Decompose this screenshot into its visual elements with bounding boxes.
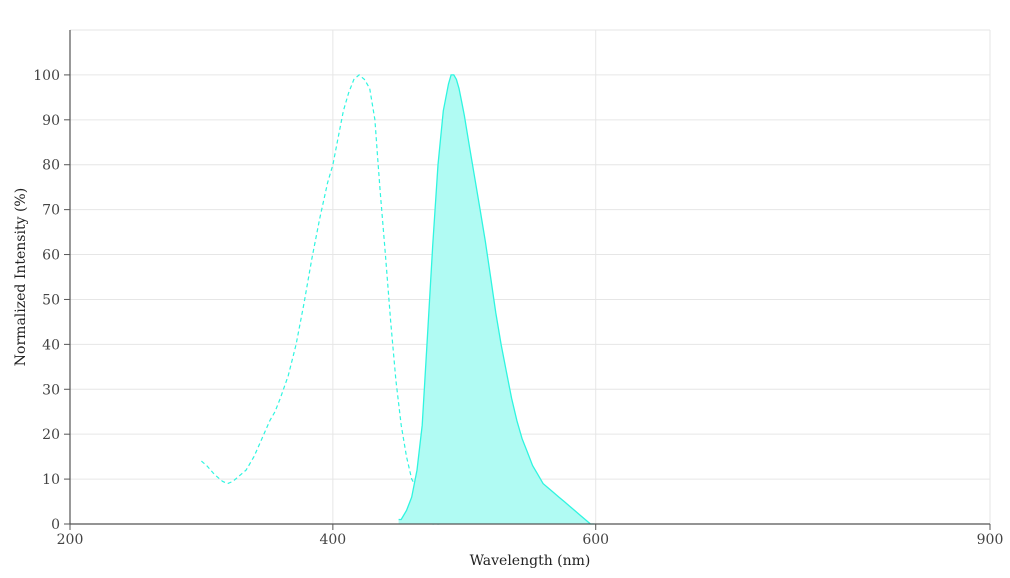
y-tick-label: 20 bbox=[42, 427, 60, 443]
x-tick-label: 600 bbox=[582, 532, 609, 548]
y-tick-label: 40 bbox=[42, 337, 60, 353]
emission-area-fill bbox=[398, 74, 595, 525]
y-tick-label: 10 bbox=[42, 472, 60, 488]
x-axis-title: Wavelength (nm) bbox=[470, 553, 591, 569]
y-axis-title: Normalized Intensity (%) bbox=[13, 188, 29, 366]
y-tick-label: 60 bbox=[42, 248, 60, 264]
x-tick-label: 200 bbox=[57, 532, 84, 548]
y-tick-label: 100 bbox=[33, 68, 60, 84]
y-tick-label: 70 bbox=[42, 203, 60, 219]
x-tick-label: 900 bbox=[977, 532, 1004, 548]
series-layer bbox=[201, 74, 595, 525]
axis-layer: 0 10 20 30 40 50 60 70 80 90 100 200 400 600 900 bbox=[33, 30, 1003, 548]
excitation-series-line bbox=[201, 74, 440, 525]
emission-series-line bbox=[398, 74, 595, 525]
y-tick-label: 50 bbox=[42, 292, 60, 308]
y-tick-label: 0 bbox=[51, 517, 60, 533]
x-tick-label: 400 bbox=[319, 532, 346, 548]
y-tick-label: 30 bbox=[42, 382, 60, 398]
y-tick-label: 80 bbox=[42, 158, 60, 174]
y-tick-label: 90 bbox=[42, 113, 60, 129]
grid-layer bbox=[70, 29, 991, 524]
